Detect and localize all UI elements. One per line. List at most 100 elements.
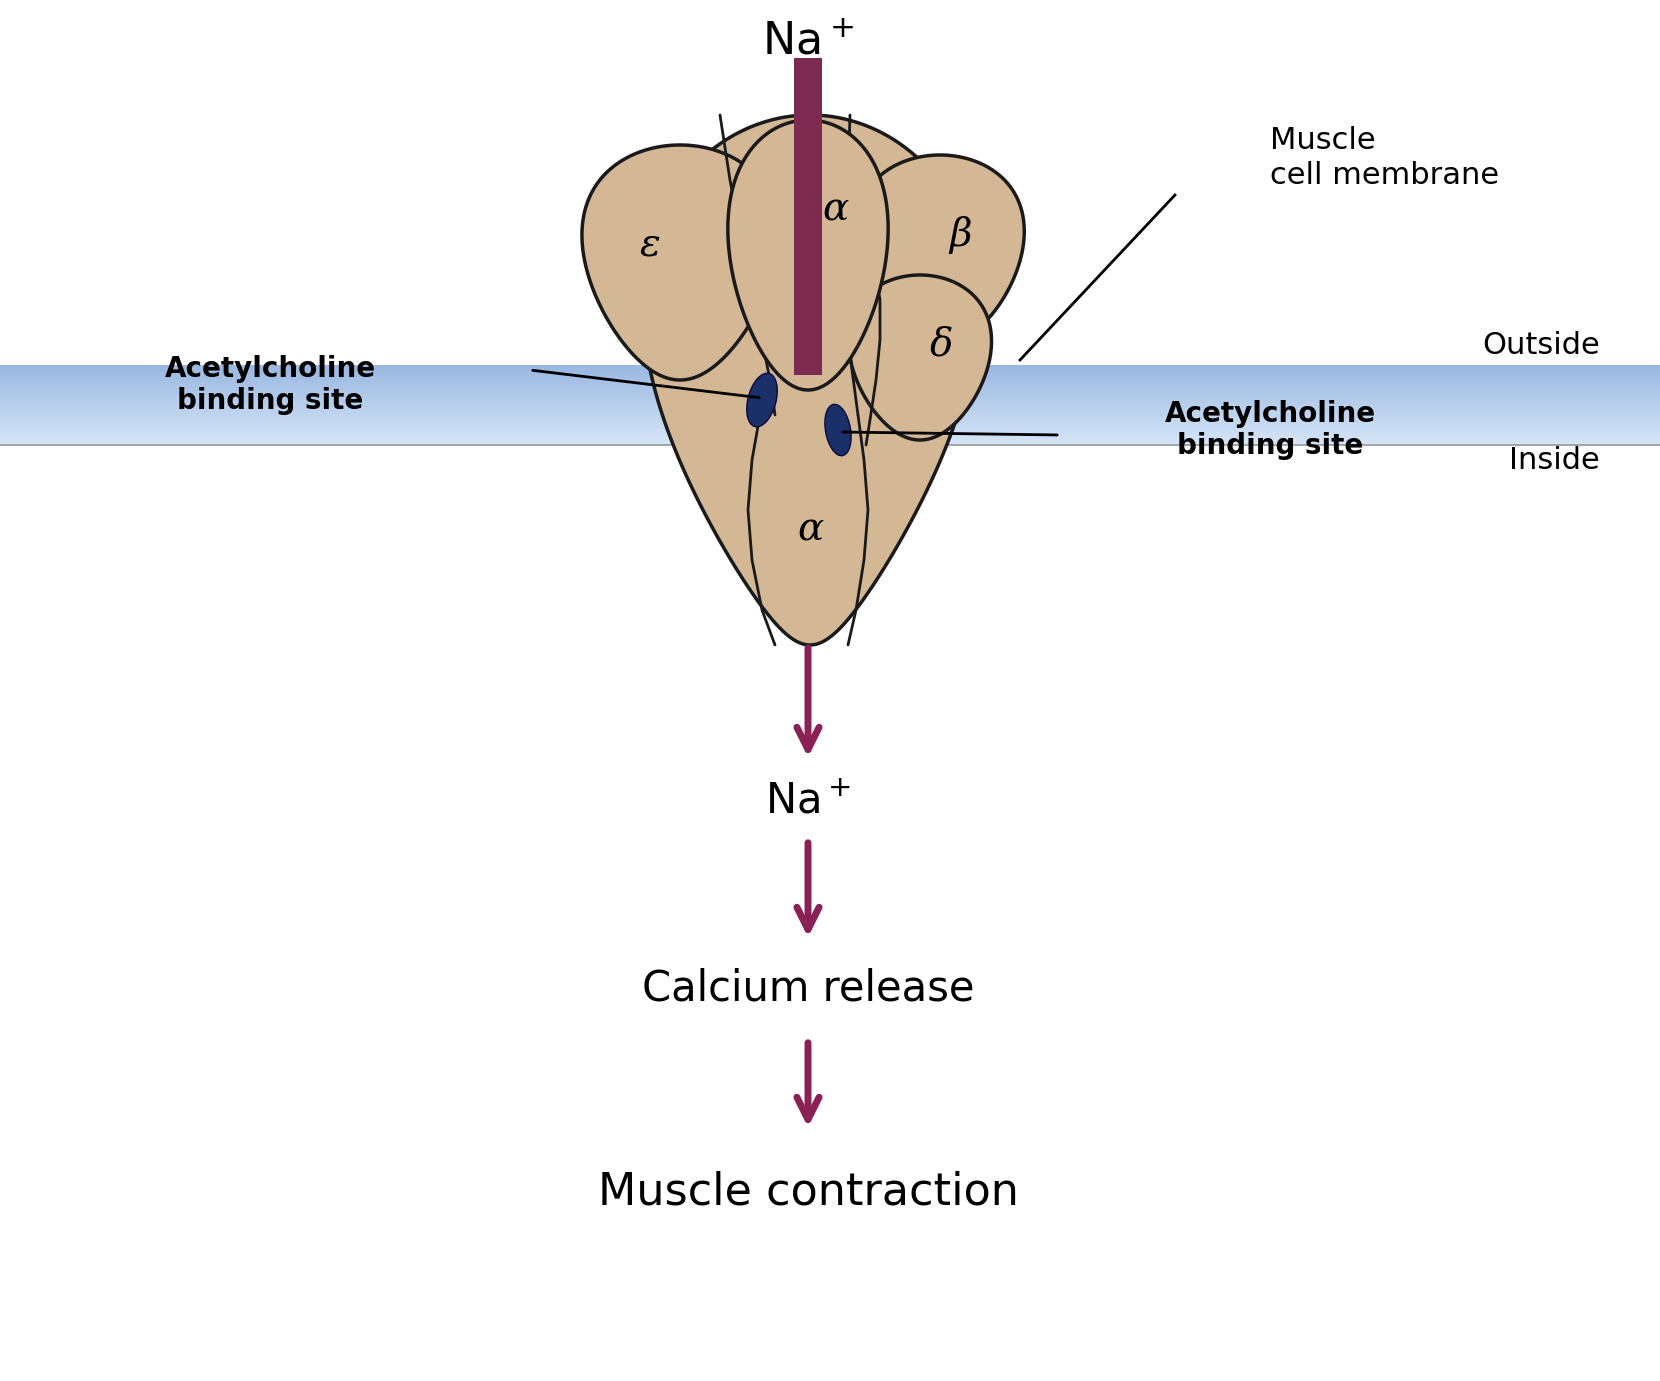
Bar <box>0 365 1660 366</box>
Bar <box>0 429 1660 431</box>
Bar <box>0 434 1660 435</box>
Bar <box>0 427 1660 428</box>
Bar <box>0 421 1660 423</box>
Bar <box>0 405 1660 406</box>
Bar <box>0 429 1660 431</box>
Bar <box>0 376 1660 377</box>
Bar <box>0 384 1660 385</box>
Text: Calcium release: Calcium release <box>642 967 974 1010</box>
Bar <box>0 435 1660 436</box>
Bar <box>0 399 1660 400</box>
Bar <box>0 366 1660 367</box>
Bar <box>0 438 1660 439</box>
Bar <box>0 400 1660 402</box>
Bar <box>0 383 1660 384</box>
Bar <box>0 371 1660 373</box>
Bar <box>0 391 1660 392</box>
Text: Na$^+$: Na$^+$ <box>765 779 852 820</box>
Bar <box>0 389 1660 391</box>
Bar <box>0 420 1660 421</box>
Bar <box>0 434 1660 435</box>
Bar <box>0 409 1660 410</box>
Bar <box>0 394 1660 395</box>
Polygon shape <box>727 120 888 389</box>
Bar <box>0 406 1660 407</box>
Bar <box>0 418 1660 420</box>
Bar <box>0 428 1660 429</box>
Bar <box>0 416 1660 417</box>
Bar <box>0 432 1660 434</box>
Bar <box>0 374 1660 376</box>
Text: Outside: Outside <box>1482 330 1600 359</box>
Bar <box>0 410 1660 412</box>
Bar <box>0 381 1660 383</box>
Bar <box>0 387 1660 388</box>
Bar <box>0 378 1660 380</box>
Text: Muscle contraction: Muscle contraction <box>598 1171 1019 1214</box>
Bar <box>0 442 1660 443</box>
Bar <box>0 417 1660 418</box>
Text: α: α <box>822 192 848 228</box>
Bar <box>0 441 1660 442</box>
Bar <box>0 383 1660 384</box>
Bar <box>0 405 1660 406</box>
Text: Na$^+$: Na$^+$ <box>762 21 853 64</box>
Bar <box>0 443 1660 445</box>
Text: ε: ε <box>639 226 661 264</box>
Bar <box>0 373 1660 374</box>
Bar <box>793 58 822 376</box>
Bar <box>0 385 1660 387</box>
Bar <box>0 380 1660 381</box>
Bar <box>0 407 1660 409</box>
Bar <box>0 367 1660 370</box>
Text: β: β <box>950 215 971 254</box>
Bar <box>0 370 1660 371</box>
Text: Inside: Inside <box>1509 446 1600 475</box>
Bar <box>0 392 1660 394</box>
Polygon shape <box>848 275 991 441</box>
Bar <box>0 403 1660 405</box>
Polygon shape <box>857 155 1024 345</box>
Ellipse shape <box>825 405 852 456</box>
Bar <box>0 388 1660 389</box>
Bar <box>0 395 1660 396</box>
Bar <box>0 445 1660 446</box>
Bar <box>0 436 1660 439</box>
Text: Muscle
cell membrane: Muscle cell membrane <box>1270 126 1499 191</box>
Bar <box>0 407 1660 410</box>
Bar <box>0 389 1660 391</box>
Bar <box>0 431 1660 432</box>
Text: Acetylcholine
binding site: Acetylcholine binding site <box>1164 400 1376 460</box>
Bar <box>0 423 1660 424</box>
Bar <box>0 424 1660 425</box>
Bar <box>0 412 1660 413</box>
Bar <box>0 376 1660 377</box>
Ellipse shape <box>747 373 777 427</box>
Bar <box>0 413 1660 414</box>
Bar <box>0 367 1660 369</box>
Text: Acetylcholine
binding site: Acetylcholine binding site <box>164 355 375 416</box>
Bar <box>0 402 1660 403</box>
Polygon shape <box>583 145 779 380</box>
Bar <box>0 423 1660 424</box>
Bar <box>0 414 1660 416</box>
Text: α: α <box>797 511 823 548</box>
Text: δ: δ <box>930 326 954 363</box>
Bar <box>0 378 1660 381</box>
Bar <box>0 394 1660 395</box>
Bar <box>0 439 1660 441</box>
Bar <box>0 387 1660 388</box>
Bar <box>0 371 1660 373</box>
Bar <box>0 425 1660 428</box>
Bar <box>0 416 1660 417</box>
Bar <box>0 436 1660 438</box>
Bar <box>0 425 1660 427</box>
Bar <box>0 369 1660 370</box>
Bar <box>0 441 1660 442</box>
Bar <box>0 398 1660 399</box>
Bar <box>0 412 1660 413</box>
Bar <box>0 418 1660 420</box>
Bar <box>0 396 1660 399</box>
Bar <box>0 400 1660 402</box>
Bar <box>0 396 1660 398</box>
